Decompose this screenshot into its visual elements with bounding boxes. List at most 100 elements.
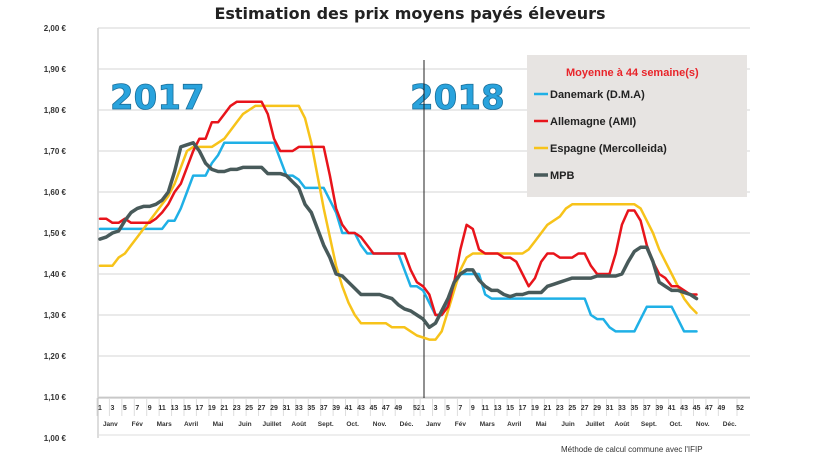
x-tick-label: 21 <box>220 405 228 412</box>
legend-label: MPB <box>550 170 575 182</box>
month-label: Oct. <box>346 421 359 428</box>
x-tick-label: 17 <box>196 405 204 412</box>
series-line-espagne-mercolleida <box>98 104 698 341</box>
x-tick-label: 5 <box>123 405 127 412</box>
x-tick-label: 43 <box>357 405 365 412</box>
x-tick-label: 37 <box>320 405 328 412</box>
legend-box <box>527 55 747 197</box>
month-label: Nov. <box>696 421 710 428</box>
x-tick-label: 41 <box>345 405 353 412</box>
month-label: Sept. <box>641 421 657 428</box>
x-tick-label: 13 <box>494 405 502 412</box>
y-tick-label: 1,60 € <box>44 188 67 197</box>
x-tick-label: 33 <box>295 405 303 412</box>
x-tick-label: 15 <box>183 405 191 412</box>
x-axis: 1 3 5 7 9 11 13 15 17 19 21 23 25 27 29 31 33 35 37 39 41 43 4… <box>96 397 750 436</box>
month-label: Juillet <box>586 421 606 428</box>
x-tick-label: 17 <box>519 405 527 412</box>
x-tick-label: 35 <box>307 405 315 412</box>
month-label: Nov. <box>373 421 387 428</box>
x-tick-label: 31 <box>606 405 614 412</box>
x-tick-label: 11 <box>158 405 166 412</box>
y-tick-label: 1,90 € <box>44 65 67 74</box>
x-tick-label: 39 <box>332 405 340 412</box>
x-tick-label: 25 <box>245 405 253 412</box>
month-label: Avril <box>184 421 198 428</box>
x-tick-label: 45 <box>369 405 377 412</box>
x-tick-label: 5 <box>446 405 450 412</box>
x-tick-label: 47 <box>382 405 390 412</box>
legend-label: Espagne (Mercolleida) <box>550 143 667 155</box>
x-tick-label: 9 <box>471 405 475 412</box>
x-tick-label: 37 <box>643 405 651 412</box>
month-label: Juin <box>561 421 574 428</box>
x-tick-label: 7 <box>135 405 139 412</box>
x-tick-label: 33 <box>618 405 626 412</box>
x-tick-label: 15 <box>506 405 514 412</box>
x-tick-label: 13 <box>171 405 179 412</box>
x-tick-label: 19 <box>531 405 539 412</box>
month-label: Fév <box>132 421 144 428</box>
x-tick-label: 29 <box>593 405 601 412</box>
y-tick-label: 1,10 € <box>44 393 67 402</box>
series-lines <box>98 100 699 341</box>
y-tick-label: 1,50 € <box>44 229 67 238</box>
legend-label: Danemark (D.M.A) <box>550 89 645 101</box>
month-label: Janv <box>426 421 441 428</box>
y-tick-label: 1,30 € <box>44 311 67 320</box>
series-line-mpb <box>98 141 699 330</box>
x-tick-label: 27 <box>258 405 266 412</box>
x-tick-label: 19 <box>208 405 216 412</box>
year-label-2017: 2017 <box>110 78 205 118</box>
y-tick-label: 1,80 € <box>44 106 67 115</box>
x-tick-label: 47 <box>705 405 713 412</box>
x-tick-label: 21 <box>543 405 551 412</box>
month-label: Avril <box>507 421 521 428</box>
month-label: Mai <box>536 421 547 428</box>
month-label: Mai <box>213 421 224 428</box>
x-tick-label: 39 <box>655 405 663 412</box>
x-tick-label: 9 <box>148 405 152 412</box>
month-label: Mars <box>480 421 496 428</box>
x-tick-label: 1 <box>98 405 102 412</box>
x-tick-label: 43 <box>680 405 688 412</box>
month-label: Fév <box>455 421 467 428</box>
month-label: Déc. <box>400 421 414 428</box>
x-tick-label: 3 <box>434 405 438 412</box>
y-tick-label: 2,00 € <box>44 24 67 33</box>
month-label: Janv <box>103 421 118 428</box>
y-tick-label: 1,40 € <box>44 270 67 279</box>
x-tick-label: 11 <box>482 405 490 412</box>
series-line-allemagne-ami <box>98 100 698 317</box>
y-axis-ticks: 1,00 € 1,10 € 1,20 € 1,30 € 1,40 € 1,50 € 1,60… <box>44 24 67 443</box>
x-tick-label: 23 <box>233 405 241 412</box>
x-tick-label: 23 <box>556 405 564 412</box>
month-label: Juillet <box>263 421 283 428</box>
month-label: Sept. <box>318 421 334 428</box>
footnote: Méthode de calcul commune avec l'IFIP <box>561 445 703 454</box>
x-tick-label: 52 <box>736 405 744 412</box>
month-label: Août <box>291 421 307 428</box>
month-label: Mars <box>157 421 173 428</box>
x-tick-label: 41 <box>668 405 676 412</box>
chart-title: Estimation des prix moyens payés éleveur… <box>214 4 605 23</box>
x-tick-label: 3 <box>110 405 114 412</box>
x-tick-label: 29 <box>270 405 278 412</box>
x-tick-label: 49 <box>717 405 725 412</box>
month-label: Août <box>615 421 631 428</box>
x-tick-label: 7 <box>458 405 462 412</box>
x-tick-label: 52 <box>413 405 421 412</box>
y-tick-label: 1,20 € <box>44 352 67 361</box>
legend-title: Moyenne à 44 semaine(s) <box>566 67 699 79</box>
x-tick-label: 45 <box>693 405 701 412</box>
y-tick-label: 1,70 € <box>44 147 67 156</box>
legend-label: Allemagne (AMI) <box>550 116 637 128</box>
legend: Moyenne à 44 semaine(s) Danemark (D.M.A)… <box>527 55 747 197</box>
y-tick-label: 1,00 € <box>44 434 67 443</box>
x-tick-label: 27 <box>581 405 589 412</box>
x-tick-label: 35 <box>630 405 638 412</box>
month-label: Juin <box>238 421 251 428</box>
x-tick-label: 49 <box>394 405 402 412</box>
year-label-2018: 2018 <box>410 78 505 118</box>
